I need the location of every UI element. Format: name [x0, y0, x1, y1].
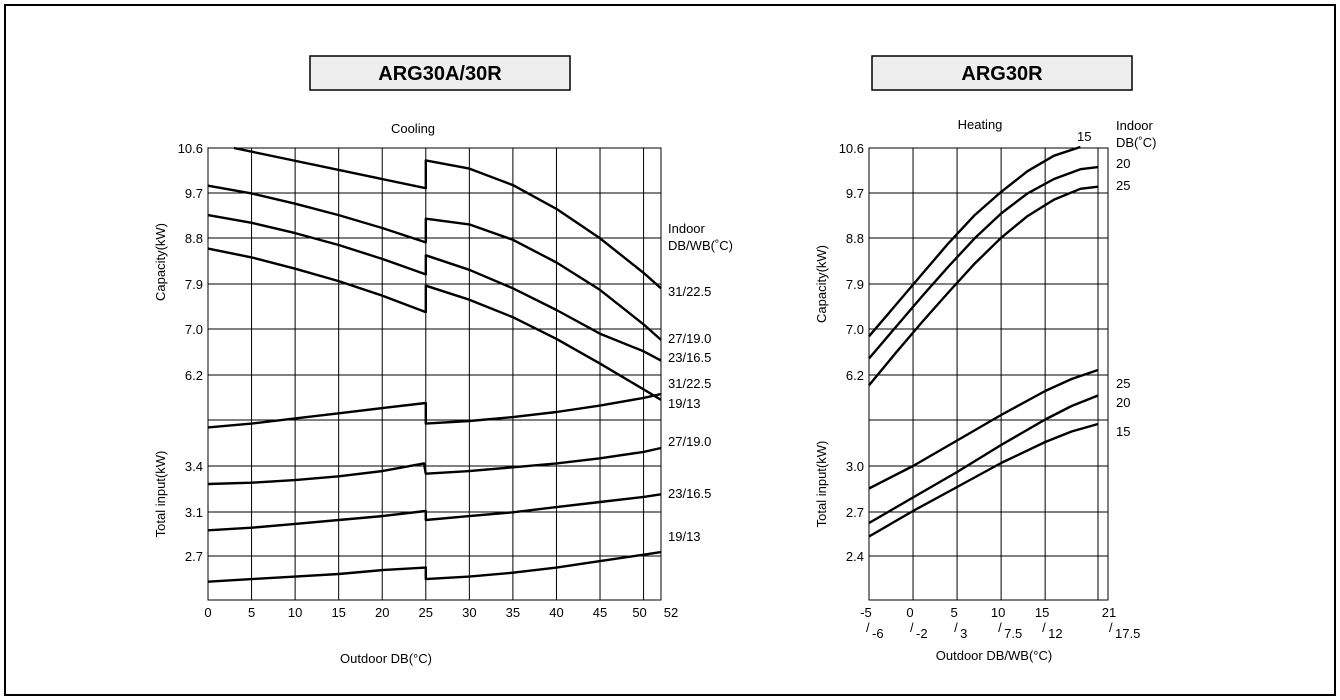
- heating-x-tick-wb: 3: [960, 626, 967, 641]
- heating-x-tick-db: 10: [991, 605, 1005, 620]
- cooling-x-tick-label: 30: [462, 605, 476, 620]
- heating-x-tick-wb: 17.5: [1115, 626, 1140, 641]
- heating-capacity-tick-label: 8.8: [846, 231, 864, 246]
- cooling-capacity-axis-label: Capacity(kW): [153, 223, 168, 301]
- heating-input-tick-label: 2.7: [846, 505, 864, 520]
- cooling-x-tick-label: 20: [375, 605, 389, 620]
- heating-input-series-label: 20: [1116, 395, 1130, 410]
- cooling-input-tick-label: 2.7: [185, 549, 203, 564]
- heating-x-tick-slash: /: [866, 620, 870, 635]
- heating-capacity-curve: [868, 165, 1099, 360]
- heating-title: ARG30R: [961, 63, 1043, 85]
- cooling-capacity-series-label: 31/22.5: [668, 284, 711, 299]
- heating-input-curve: [868, 394, 1099, 525]
- heating-input-curve: [868, 422, 1099, 538]
- cooling-capacity-curve: [207, 184, 662, 341]
- cooling-input-series-label: 23/16.5: [668, 486, 711, 501]
- heating-capacity-tick-label: 7.9: [846, 277, 864, 292]
- heating-input-series-label: 25: [1116, 376, 1130, 391]
- heating-legend-subtitle: DB(˚C): [1116, 135, 1156, 150]
- heating-x-tick-wb: 7.5: [1004, 626, 1022, 641]
- heating-capacity-tick-label: 10.6: [839, 141, 864, 156]
- heating-x-tick-slash: /: [998, 620, 1002, 635]
- heating-input-curve: [868, 368, 1099, 490]
- heating-x-tick-wb: -6: [872, 626, 884, 641]
- cooling-plot-border: [207, 147, 662, 601]
- cooling-x-tick-label: 10: [288, 605, 302, 620]
- heating-capacity-series-label: 25: [1116, 178, 1130, 193]
- cooling-capacity-tick-label: 10.6: [178, 141, 203, 156]
- cooling-legend-subtitle: DB/WB(˚C): [668, 238, 733, 253]
- cooling-capacity-tick-label: 8.8: [185, 231, 203, 246]
- cooling-x-tick-label: 35: [506, 605, 520, 620]
- cooling-x-tick-label: 15: [331, 605, 345, 620]
- cooling-input-series-label: 19/13: [668, 529, 701, 544]
- cooling-capacity-curve: [207, 247, 662, 401]
- heating-x-tick-slash: /: [910, 620, 914, 635]
- cooling-capacity-tick-label: 6.2: [185, 368, 203, 383]
- cooling-capacity-series-label: 27/19.0: [668, 331, 711, 346]
- cooling-legend-title: Indoor: [668, 221, 706, 236]
- cooling-capacity-tick-label: 7.0: [185, 322, 203, 337]
- cooling-x-tick-label: 5: [248, 605, 255, 620]
- cooling-input-series-label: 27/19.0: [668, 434, 711, 449]
- heating-capacity-curve: [868, 185, 1099, 387]
- cooling-x-tick-label: 25: [419, 605, 433, 620]
- cooling-title: ARG30A/30R: [378, 63, 502, 85]
- heating-x-tick-slash: /: [1042, 620, 1046, 635]
- cooling-capacity-series-label: 23/16.5: [668, 350, 711, 365]
- heating-capacity-tick-label: 7.0: [846, 322, 864, 337]
- heating-input-series-label: 15: [1116, 424, 1130, 439]
- cooling-x-tick-label: 0: [204, 605, 211, 620]
- heating-x-tick-db: 21: [1102, 605, 1116, 620]
- heating-capacity-axis-label: Capacity(kW): [814, 245, 829, 323]
- heating-capacity-series-label: 15: [1077, 129, 1091, 144]
- heating-legend-title: Indoor: [1116, 118, 1154, 133]
- cooling-subtitle: Cooling: [391, 121, 435, 136]
- heating-plot-border: [868, 147, 1109, 601]
- cooling-capacity-tick-label: 7.9: [185, 277, 203, 292]
- heating-capacity-tick-label: 6.2: [846, 368, 864, 383]
- heating-capacity-curve: [868, 145, 1081, 338]
- cooling-input-curve: [207, 392, 662, 429]
- heating-x-tick-db: 0: [906, 605, 913, 620]
- cooling-input-curve: [207, 493, 662, 532]
- heating-input-axis-label: Total input(kW): [814, 441, 829, 528]
- cooling-x-tick-label: 40: [549, 605, 563, 620]
- cooling-input-tick-label: 3.1: [185, 505, 203, 520]
- cooling-capacity-curve: [207, 213, 662, 362]
- heating-x-tick-wb: -2: [916, 626, 928, 641]
- heating-capacity-series-label: 20: [1116, 156, 1130, 171]
- heating-title-box: [871, 55, 1133, 91]
- cooling-input-curve: [207, 446, 662, 486]
- cooling-x-tick-label: 50: [632, 605, 646, 620]
- cooling-capacity-series-label: 19/13: [668, 396, 701, 411]
- heating-x-tick-db: -5: [860, 605, 872, 620]
- heating-x-tick-slash: /: [954, 620, 958, 635]
- cooling-title-box: [309, 55, 571, 91]
- cooling-input-series-label: 31/22.5: [668, 376, 711, 391]
- heating-x-tick-db: 15: [1035, 605, 1049, 620]
- cooling-capacity-curve: [233, 146, 662, 290]
- cooling-input-tick-label: 3.4: [185, 459, 203, 474]
- cooling-input-axis-label: Total input(kW): [153, 451, 168, 538]
- heating-input-tick-label: 3.0: [846, 459, 864, 474]
- heating-x-axis-label: Outdoor DB/WB(°C): [936, 648, 1052, 663]
- cooling-x-tick-label: 52: [664, 605, 678, 620]
- cooling-input-curve: [207, 550, 662, 583]
- heating-x-tick-db: 5: [950, 605, 957, 620]
- cooling-x-tick-label: 45: [593, 605, 607, 620]
- heating-x-tick-wb: 12: [1048, 626, 1062, 641]
- figure-frame: [4, 4, 1336, 696]
- cooling-x-axis-label: Outdoor DB(°C): [340, 651, 432, 666]
- heating-input-tick-label: 2.4: [846, 549, 864, 564]
- heating-subtitle: Heating: [958, 117, 1003, 132]
- heating-capacity-tick-label: 9.7: [846, 186, 864, 201]
- cooling-capacity-tick-label: 9.7: [185, 186, 203, 201]
- heating-x-tick-slash: /: [1109, 620, 1113, 635]
